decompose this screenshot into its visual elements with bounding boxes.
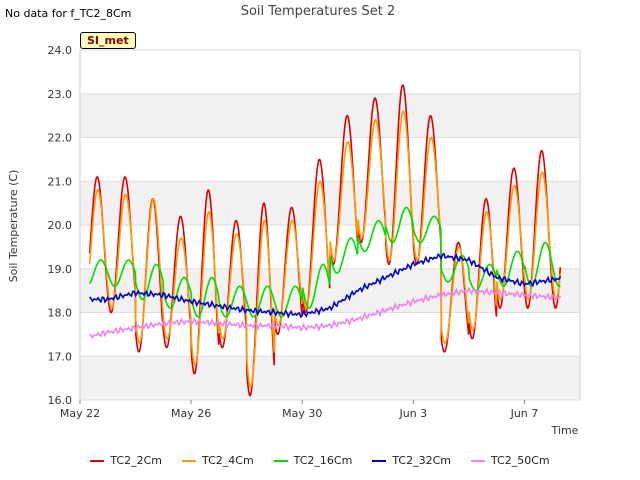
series-line-tc2-4cm	[88, 110, 562, 388]
x-tick-label: May 22	[60, 407, 100, 420]
y-tick-label: 20.0	[48, 219, 73, 232]
y-tick-label: 19.0	[48, 263, 73, 276]
x-tick-label: Jun 7	[510, 407, 539, 420]
series-line-tc2-50cm	[89, 286, 562, 339]
series-lines	[88, 84, 562, 397]
site-badge: SI_met	[80, 32, 136, 49]
legend-swatch	[372, 459, 387, 462]
x-tick-label: Jun 3	[398, 407, 427, 420]
legend: TC2_2Cm TC2_4Cm TC2_16Cm TC2_32Cm TC2_50Cm	[0, 454, 640, 467]
x-tick-label: May 30	[282, 407, 322, 420]
grid-band	[80, 356, 580, 400]
x-axis: May 22 May 26 May 30 Jun 3 Jun 7	[60, 400, 538, 420]
y-tick-label: 24.0	[48, 44, 73, 57]
legend-item: TC2_16Cm	[273, 454, 353, 467]
y-tick-label: 18.0	[48, 307, 73, 320]
legend-label: TC2_4Cm	[202, 454, 254, 467]
grid-band	[80, 93, 580, 138]
y-tick-label: 16.0	[48, 394, 73, 407]
chart-title: Soil Temperatures Set 2	[241, 4, 396, 19]
legend-swatch	[182, 459, 197, 462]
legend-item: TC2_50Cm	[470, 454, 550, 467]
grid-band	[80, 181, 580, 225]
legend-label: TC2_2Cm	[110, 454, 163, 467]
series-line-tc2-32cm	[89, 252, 562, 319]
y-tick-label: 22.0	[48, 132, 73, 145]
legend-swatch	[273, 459, 288, 462]
legend-item: TC2_32Cm	[372, 454, 451, 467]
x-axis-title: Time	[551, 424, 579, 437]
y-axis-title: Soil Temperature (C)	[7, 170, 20, 283]
y-tick-label: 23.0	[48, 88, 73, 101]
legend-label: TC2_50Cm	[490, 454, 550, 467]
y-axis: 16.0 17.0 18.0 19.0 20.0 21.0 22.0 23.0 24.0	[48, 44, 73, 407]
legend-item: TC2_4Cm	[182, 454, 254, 467]
y-tick-label: 17.0	[48, 350, 73, 363]
legend-label: TC2_16Cm	[293, 454, 353, 467]
legend-item: TC2_2Cm	[90, 454, 162, 467]
legend-swatch	[90, 459, 105, 462]
no-data-note: No data for f_TC2_8Cm	[5, 7, 132, 20]
legend-swatch	[470, 459, 485, 462]
x-tick-label: May 26	[171, 407, 211, 420]
series-line-tc2-16cm	[89, 206, 561, 318]
y-tick-label: 21.0	[48, 175, 73, 188]
legend-label: TC2_32Cm	[392, 454, 451, 467]
grid-bands	[80, 93, 580, 400]
